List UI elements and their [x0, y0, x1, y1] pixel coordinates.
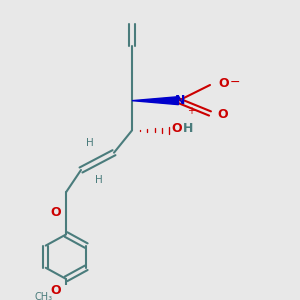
Text: +: +: [187, 106, 195, 116]
Text: N: N: [175, 94, 185, 107]
Text: CH₃: CH₃: [34, 292, 52, 300]
Text: O: O: [50, 206, 61, 219]
Text: H: H: [95, 175, 103, 185]
Polygon shape: [132, 97, 178, 105]
Text: H: H: [183, 122, 194, 135]
Text: −: −: [229, 76, 240, 89]
Text: O: O: [217, 108, 228, 122]
Text: O: O: [218, 77, 229, 90]
Text: H: H: [86, 138, 94, 148]
Text: O: O: [50, 284, 61, 297]
Text: O: O: [172, 122, 182, 135]
